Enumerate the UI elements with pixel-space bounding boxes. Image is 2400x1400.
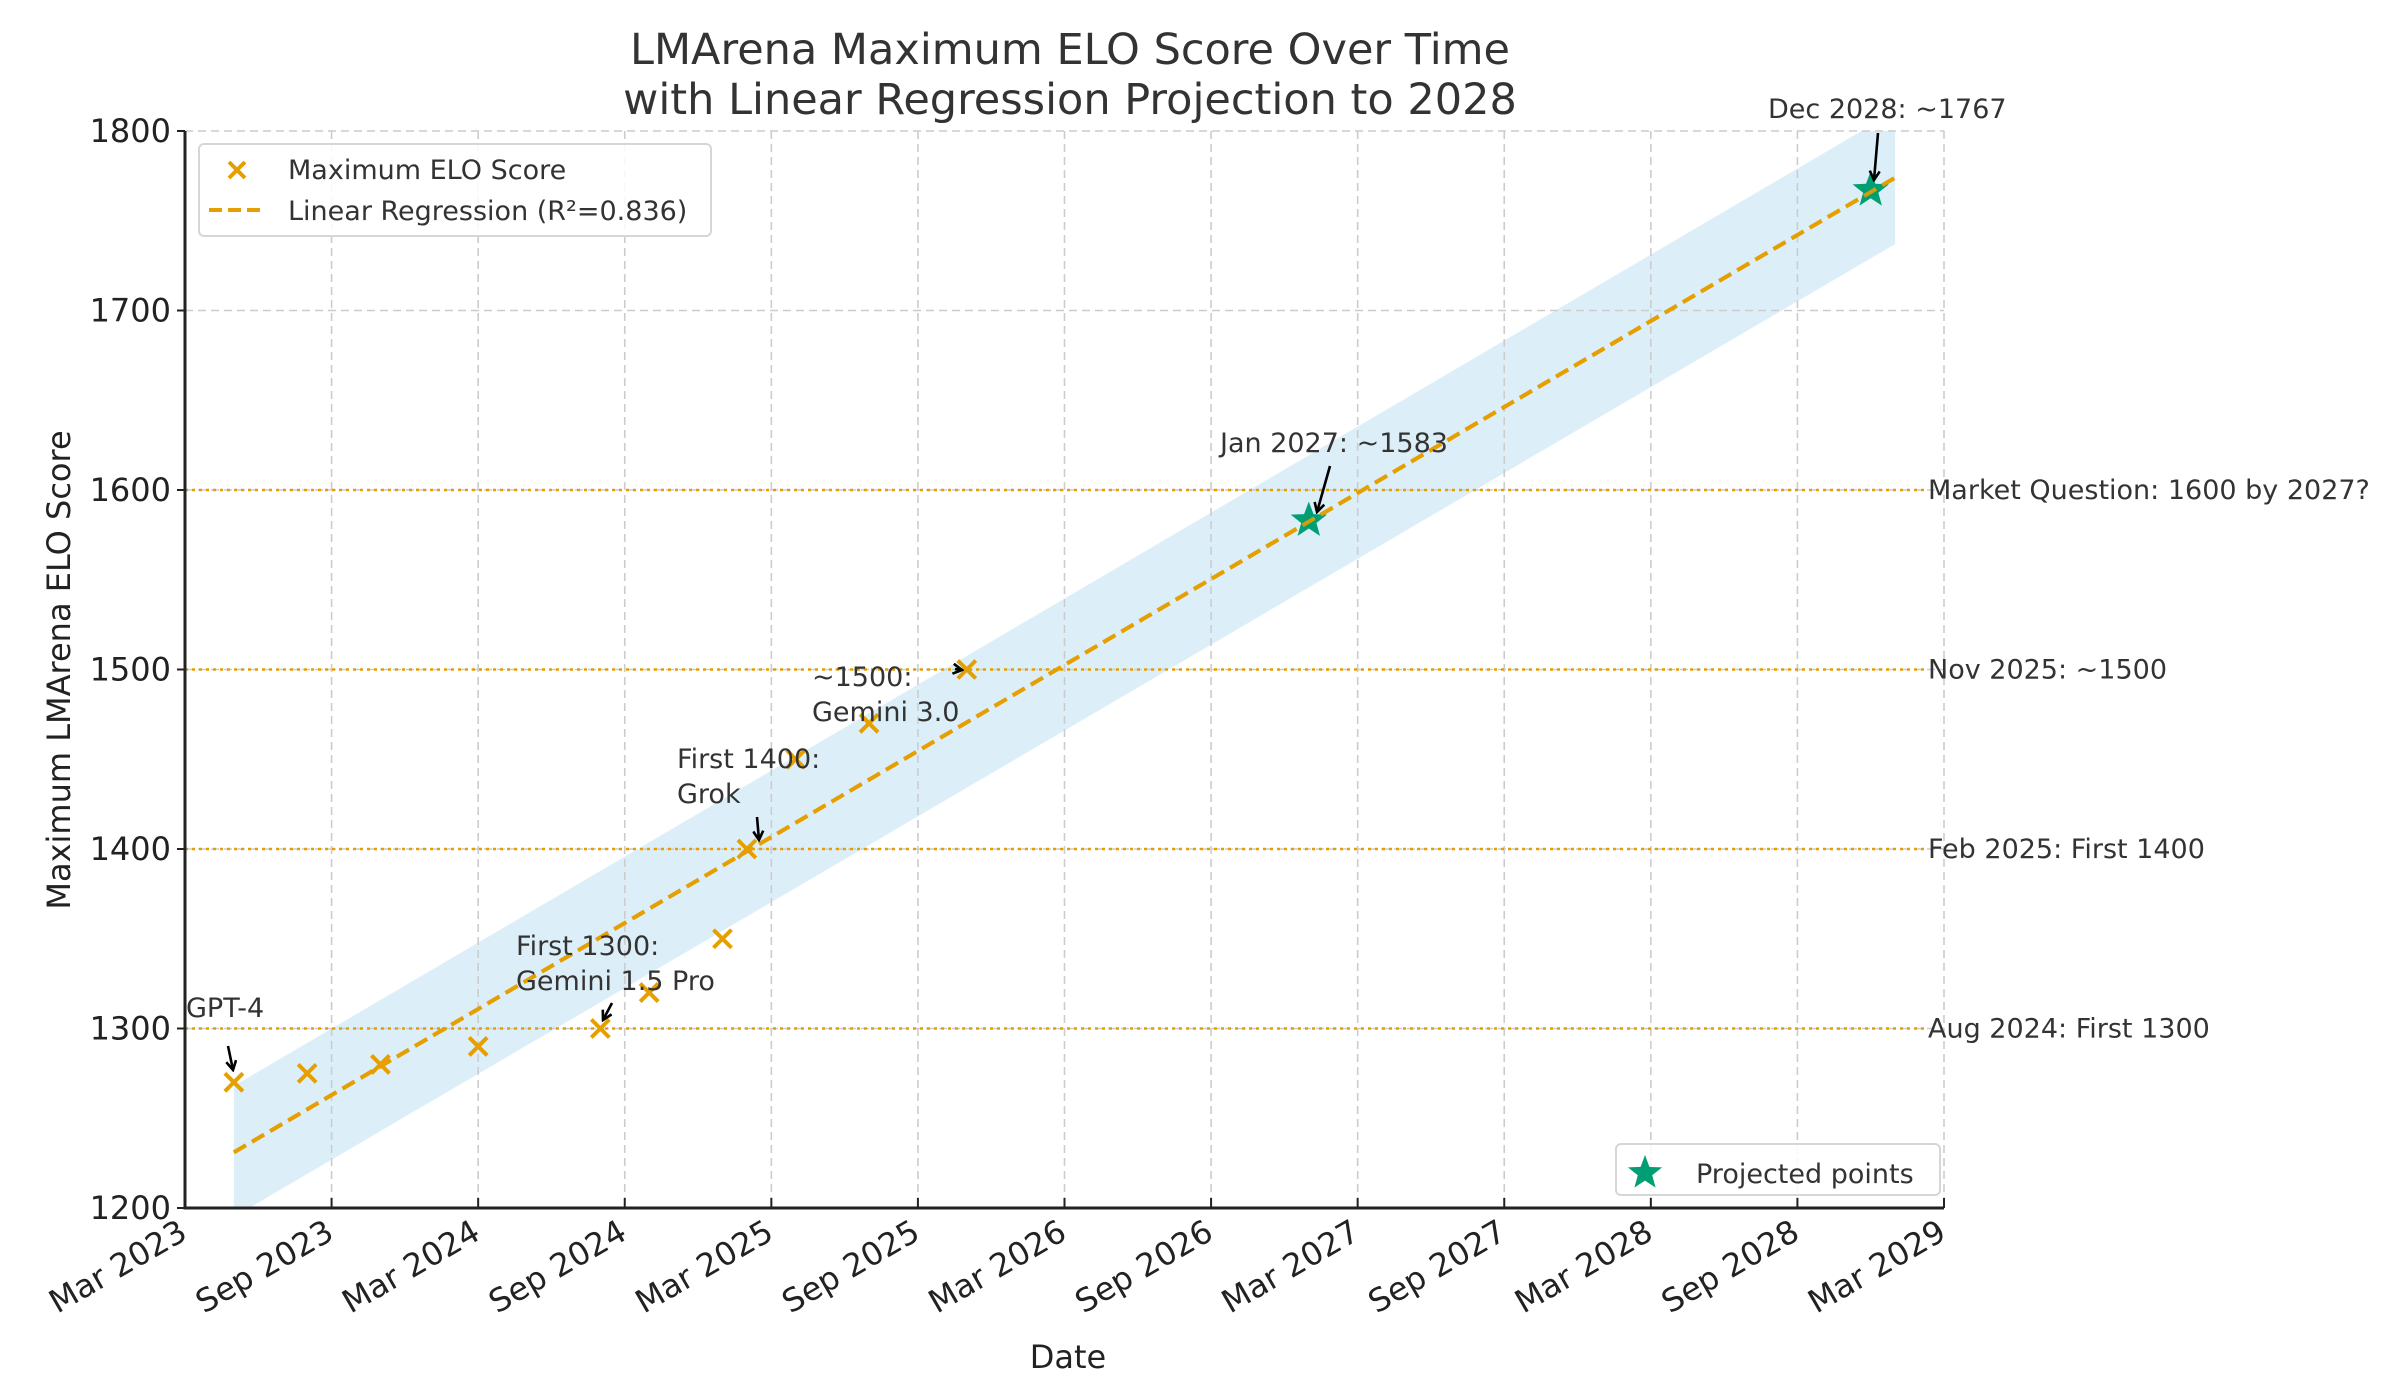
x-tick-label: Sep 2025 [775,1212,926,1321]
annotation-arrow [603,1002,614,1020]
x-stroke [296,1062,318,1084]
legend-label-elo: Maximum ELO Score [288,155,566,186]
annotation-arrow [1317,465,1332,512]
x-tick-label: Sep 2024 [482,1212,633,1321]
x-tick-label: Mar 2028 [1508,1212,1659,1321]
elo-point-marker [589,1018,611,1039]
elo-point-marker [467,1036,489,1057]
legend-label-projected: Projected points [1696,1159,1914,1190]
y-tick-label: 1600 [90,471,171,509]
reference-line-label: Nov 2025: ~1500 [1928,655,2167,686]
x-stroke [858,712,880,734]
chart-title-line-2: with Linear Regression Projection to 202… [623,75,1517,125]
x-stroke [467,1036,489,1057]
reference-line-label: Feb 2025: First 1400 [1928,834,2205,865]
annotation: ~1500: Gemini 3.0 [812,662,962,728]
x-stroke [223,1071,245,1093]
y-tick-label: 1500 [90,651,171,689]
chart-title-line-1: LMArena Maximum ELO Score Over Time [630,25,1510,75]
legend-projected: Projected points [1615,1143,1941,1196]
x-stroke [712,928,733,950]
elo-point-marker [712,928,733,950]
x-tick-label: Sep 2028 [1655,1212,1806,1321]
y-tick-label: 1300 [90,1010,171,1048]
y-tick-label: 1800 [90,112,171,150]
annotation-text: Jan 2027: ~1583 [1218,428,1448,459]
elo-point-marker [858,712,880,734]
annotation-arrow [955,669,962,670]
x-stroke [956,659,978,680]
x-tick-label: Mar 2027 [1215,1212,1366,1321]
annotation-text: Gemini 1.5 Pro [516,966,715,997]
annotation-text: First 1400: [677,744,820,775]
annotation: Dec 2028: ~1767 [1768,94,2007,180]
elo-point-marker [638,982,660,1004]
x-tick-label: Sep 2023 [189,1212,340,1321]
x-axis-label: Date [1030,1338,1106,1376]
legend-label-regression: Linear Regression (R²=0.836) [288,196,687,227]
legend-x-marker-icon [227,160,247,180]
x-stroke [638,982,660,1004]
annotation-text: First 1300: [516,931,659,962]
reference-line-label: Aug 2024: First 1300 [1928,1014,2210,1045]
legend-box [198,143,712,237]
reference-lines-layer: Aug 2024: First 1300 Feb 2025: First 1400… [185,475,2370,1045]
regression-line-overlay [232,175,1897,1155]
annotation: Jan 2027: ~1583 [1218,428,1448,512]
legend-box [1615,1143,1941,1196]
annotation-text: Dec 2028: ~1767 [1768,94,2007,125]
x-tick-label: Mar 2024 [336,1212,487,1321]
elo-point-marker [785,748,807,770]
x-stroke [589,1018,611,1039]
annotation-arrow [1874,132,1878,180]
points-layer [223,171,1897,1155]
elo-point-marker [223,1071,245,1093]
annotation-arrow [228,1045,233,1070]
elo-point-marker [736,838,758,860]
x-tick-label: Mar 2025 [629,1212,780,1321]
annotation: First 1400: Grok [677,744,820,840]
annotation: GPT-4 [186,993,264,1070]
legend-main: Maximum ELO Score Linear Regression (R²=0… [198,143,712,237]
annotations-layer: GPT-4 First 1300: Gemini 1.5 Pro First 1400… [186,94,2007,1070]
x-tick-label: Mar 2026 [922,1212,1073,1321]
projected-point-star [1852,171,1889,206]
x-tick-label: Mar 2029 [1801,1212,1952,1321]
y-axis-label: Maximum LMArena ELO Score [40,430,78,909]
y-tick-label: 1200 [90,1189,171,1227]
legend-star-icon [1627,1155,1663,1188]
annotation-text: GPT-4 [186,993,264,1024]
x-tick-label: Sep 2026 [1069,1212,1220,1321]
annotation: First 1300: Gemini 1.5 Pro [516,931,715,1020]
annotation-text: Gemini 3.0 [812,697,959,728]
x-stroke [736,838,758,860]
y-tick-label: 1400 [90,830,171,868]
reference-line-label: Market Question: 1600 by 2027? [1928,475,2370,506]
projected-point-star [1290,501,1327,536]
x-tick-label: Sep 2027 [1362,1212,1513,1321]
x-tick-label: Mar 2023 [42,1212,193,1321]
y-tick-label: 1700 [90,292,171,330]
annotation-arrow [757,816,759,840]
elo-point-marker [296,1062,318,1084]
x-stroke [785,748,807,770]
annotation-text: ~1500: [812,662,912,693]
annotation-text: Grok [677,779,741,810]
legend-layer: Maximum ELO Score Linear Regression (R²=0… [198,143,1941,1196]
